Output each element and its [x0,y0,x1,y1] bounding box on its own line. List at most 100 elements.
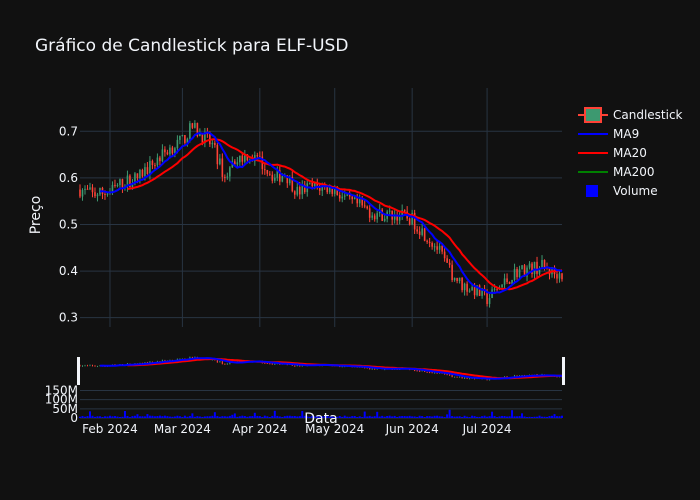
volume-bar [468,417,471,418]
range-slider-right-handle[interactable] [562,357,565,385]
candle-body [266,362,268,364]
candle-body [531,263,533,275]
volume-bar [471,415,474,418]
candle-body [364,367,366,369]
candle-body [169,147,171,155]
candle-body [156,157,159,166]
volume-bar [528,416,531,418]
main-plot [79,120,563,308]
candle-body [226,363,228,365]
candle-body [411,212,413,225]
volume-bar [118,416,121,418]
candle-body [84,365,86,367]
candle-body [214,142,216,145]
volume-bar [146,414,149,418]
volume-bar [456,416,459,418]
candle-body [338,195,341,199]
range-slider-left-handle[interactable] [77,357,80,385]
x-axis-title: Data [304,411,337,427]
volume-bar [293,415,296,418]
volume-bar [161,416,164,418]
volume-bar [486,416,489,418]
candle-body [106,193,109,195]
volume-bar [318,416,321,418]
volume-bar [543,416,546,418]
x-tick-label: Jun 2024 [385,422,439,436]
candle-body [469,378,471,380]
candle-body [541,260,543,269]
candle-body [308,182,311,184]
volume-bar [138,416,141,418]
x-tick-label: May 2024 [305,422,364,436]
candle-body [396,214,398,221]
candle-body [311,182,314,187]
volume-bar [228,415,231,418]
candle-body [164,149,166,153]
volume-bar [338,415,341,418]
candle-body [458,277,461,282]
candle-body [508,281,511,284]
legend-label: MA200 [613,165,654,179]
candle-body [351,196,354,200]
volume-bar [266,416,269,418]
candle-body [241,155,244,162]
candle-body [384,369,386,371]
candle-body [179,135,181,140]
candle-body [161,149,164,162]
candle-body [501,284,503,288]
candle-body [339,366,341,368]
volume-bar [158,415,161,418]
candle-body [439,372,441,374]
volume-bar [556,416,559,418]
volume-bar [151,415,154,418]
candle-body [269,363,271,365]
candle-body [383,218,386,221]
volume-bar [541,416,544,418]
candle-body [96,194,99,197]
volume-bar [426,416,429,418]
candle-body [239,155,241,163]
volume-bar [213,412,216,418]
volume-bar [453,416,456,418]
candle-body [96,366,98,368]
volume-bar [233,413,236,418]
candle-body [91,365,93,367]
candle-body [476,285,478,296]
volume-bar [208,416,211,418]
candle-body [358,199,361,204]
legend-label: MA20 [613,146,647,160]
candle-body [446,258,448,263]
candle-body [174,148,176,154]
volume-bar [166,416,169,418]
candle-body [424,370,426,372]
volume-bar [298,416,301,418]
volume-bar [558,416,561,418]
candle-body [271,363,273,365]
candle-body [318,186,321,191]
volume-bar [281,416,284,418]
candle-body [453,277,456,281]
volume-bar [206,416,209,418]
volume-bar [201,416,204,418]
volume-bar [368,415,371,418]
volume-plot [79,409,563,418]
volume-bar [393,415,396,418]
candle-body [538,268,541,274]
candle-body [333,187,336,194]
volume-bar [263,415,266,418]
candle-body [486,291,488,304]
candle-body [438,246,441,250]
volume-bar [136,414,139,418]
volume-bar [241,415,244,418]
candle-body [281,175,284,182]
candle-body [171,147,174,154]
candle-body [236,162,239,165]
volume-bar [336,416,339,418]
volume-bar [223,416,226,418]
volume-bar [511,410,514,418]
legend-label: Candlestick [613,108,683,122]
range-slider[interactable] [77,355,565,385]
volume-bar [168,416,171,418]
ma20-line [127,138,563,291]
